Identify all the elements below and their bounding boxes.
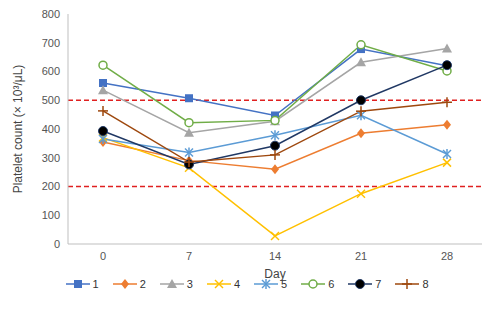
html-text:5: 5	[281, 278, 288, 290]
html-text:8: 8	[422, 278, 429, 290]
svg-text:100: 100	[42, 209, 60, 221]
svg-text:0: 0	[54, 238, 60, 250]
svg-text:Day: Day	[264, 267, 285, 281]
html-text:7: 7	[375, 278, 382, 290]
svg-text:Platelet count (× 10³/μL): Platelet count (× 10³/μL)	[11, 65, 25, 194]
svg-text:7: 7	[186, 250, 192, 262]
svg-text:21: 21	[355, 250, 367, 262]
svg-text:500: 500	[42, 94, 60, 106]
svg-text:300: 300	[42, 152, 60, 164]
svg-text:28: 28	[441, 250, 453, 262]
svg-text:0: 0	[100, 250, 106, 262]
html-text:1: 1	[92, 278, 99, 290]
html-text:6: 6	[328, 278, 335, 290]
svg-text:700: 700	[42, 37, 60, 49]
svg-text:400: 400	[42, 123, 60, 135]
svg-text:800: 800	[42, 8, 60, 20]
html-text:4: 4	[233, 278, 240, 290]
html-text:3: 3	[186, 278, 193, 290]
svg-text:14: 14	[269, 250, 281, 262]
svg-text:600: 600	[42, 65, 60, 77]
html-text:2: 2	[139, 278, 146, 290]
svg-text:200: 200	[42, 180, 60, 192]
